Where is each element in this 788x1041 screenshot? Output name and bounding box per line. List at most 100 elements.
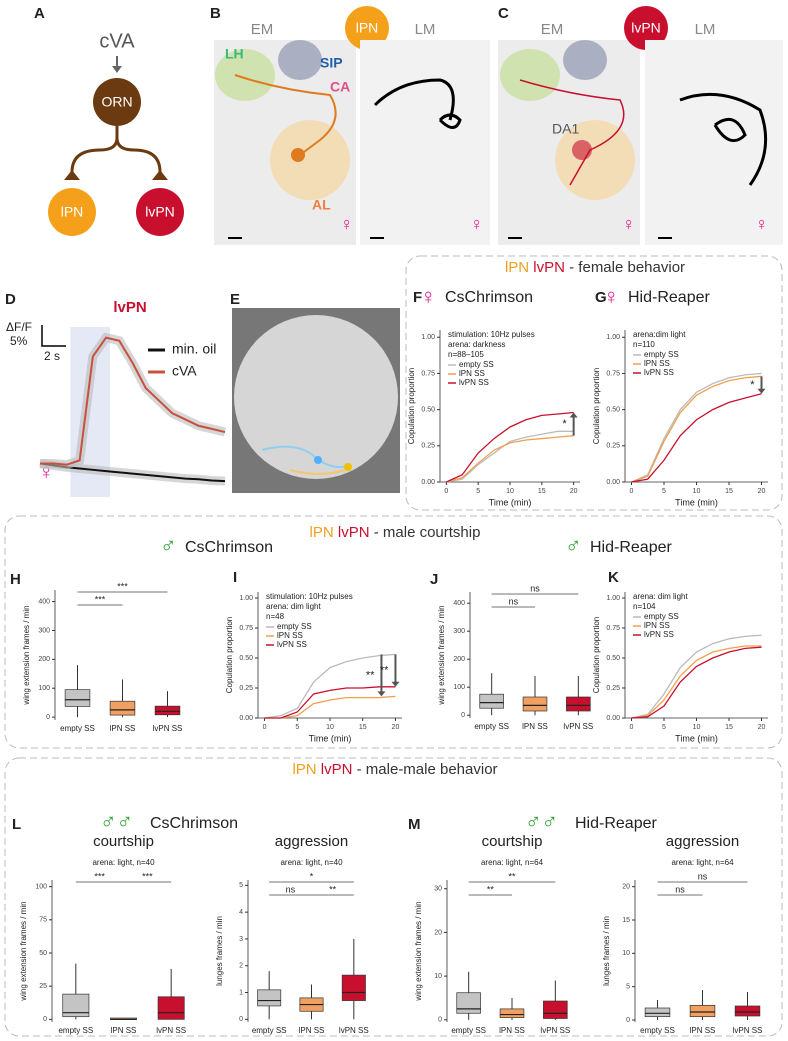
annotation: arena: dim light: [633, 592, 688, 601]
x-tick-label: lPN SS: [499, 1026, 525, 1035]
sig-label: **: [487, 884, 495, 894]
survival-curve: [631, 646, 762, 719]
x-axis-label: Time (min): [675, 733, 718, 743]
condition-label: Hid-Reaper: [590, 539, 672, 556]
legend-label: lvPN SS: [277, 640, 307, 649]
x-tick-label: 15: [359, 724, 367, 731]
survival-curve: [631, 634, 762, 719]
section-box: [405, 255, 783, 511]
sig-label: ***: [95, 594, 106, 604]
neuron: [519, 79, 625, 186]
condition-label: CsChrimson: [445, 289, 533, 306]
track: [289, 469, 346, 475]
sig-label: ns: [509, 596, 519, 606]
x-tick-label: 0: [444, 488, 448, 495]
x-tick-label: 5: [662, 724, 666, 731]
section-box: [4, 515, 783, 749]
panel-label: B: [210, 5, 221, 22]
y-tick-label: 0.50: [606, 655, 620, 662]
region-label: DA1: [552, 121, 579, 137]
section-title-part: - male courtship: [374, 524, 481, 541]
sig-arrowhead: [757, 388, 766, 394]
stimulus-label: cVA: [99, 30, 135, 52]
legend-label: min. oil: [172, 341, 216, 357]
sex-symbol: ♀: [622, 214, 636, 234]
x-tick-label: lPN SS: [111, 1026, 137, 1035]
al-region: [555, 120, 635, 200]
y-tick-label: 1: [239, 989, 243, 996]
y-tick-label: 25: [39, 983, 47, 990]
annotation: arena:dim light: [633, 330, 686, 339]
sex-symbol: ♂: [160, 533, 177, 558]
box: [522, 696, 548, 712]
y-tick-label: 0.25: [421, 443, 435, 450]
y-tick-label: 0.75: [239, 625, 253, 632]
chart-title: aggression: [275, 833, 348, 850]
legend-label: lvPN SS: [644, 368, 674, 377]
synapse: [152, 170, 168, 180]
branch: [70, 126, 162, 173]
condition-label: CsChrimson: [185, 539, 273, 556]
y-tick-label: 0.75: [606, 370, 620, 377]
sex-symbol: ♀: [603, 284, 620, 309]
x-tick-label: lvPN SS: [733, 1026, 763, 1035]
lvpn-label: lvPN: [145, 204, 175, 220]
y-axis-label: Copulation proportion: [225, 617, 234, 694]
region-label: SIP: [320, 55, 343, 71]
neuron: [234, 74, 337, 156]
legend-label: cVA: [172, 363, 197, 379]
sig-label: **: [508, 871, 516, 881]
x-tick-label: 15: [725, 488, 733, 495]
box: [734, 1005, 761, 1017]
sig-label: ns: [698, 871, 708, 881]
x-tick-label: lPN SS: [299, 1026, 325, 1035]
neuron-lm: [373, 78, 462, 129]
section-title-part: lPN: [310, 524, 334, 541]
sex-symbol: ♂: [565, 533, 582, 558]
chart-subtitle: arena: light, n=40: [92, 858, 155, 867]
y-tick-label: 3: [239, 936, 243, 943]
lm-image: [360, 40, 490, 245]
neuron-badge: [345, 6, 389, 50]
chart-title: lvPN: [113, 299, 146, 316]
em-label: EM: [541, 21, 564, 38]
x-tick-label: 10: [506, 488, 514, 495]
legend-label: empty SS: [459, 360, 494, 369]
y-tick-label: 0.00: [606, 479, 620, 486]
sex-symbol: ♀: [470, 214, 484, 234]
y-tick-label: 0.25: [606, 685, 620, 692]
y-tick-label: 0: [438, 1017, 442, 1024]
x-tick-label: empty SS: [252, 1026, 287, 1035]
panel-label: I: [233, 569, 237, 586]
panel-label: C: [498, 5, 509, 22]
sex-symbol: ♀: [420, 284, 437, 309]
section-title-part: lPN: [292, 761, 316, 778]
lpn-label: lPN: [61, 204, 84, 220]
x-tick-label: lvPN SS: [339, 1026, 369, 1035]
y-tick-label: 1.00: [421, 334, 435, 341]
annotation: stimulation: 10Hz pulses: [266, 592, 353, 601]
survival-curve: [446, 430, 574, 483]
survival-curve: [631, 393, 762, 483]
sig-label: *: [750, 379, 755, 391]
y-tick-label: 30: [434, 886, 442, 893]
section-title: lPN lvPN - male-male behavior: [292, 761, 497, 778]
box: [644, 1007, 671, 1018]
box: [543, 1000, 568, 1019]
sip-region: [278, 40, 322, 80]
y-axis-label: lunges frames / min: [602, 916, 611, 986]
survival-curve: [446, 411, 574, 483]
y-tick-label: 0: [626, 1017, 630, 1024]
x-axis-label: Time (min): [675, 497, 718, 507]
annotation: n=88–105: [448, 350, 484, 359]
section-title-part: lPN: [505, 259, 529, 276]
legend-label: lPN SS: [459, 369, 485, 378]
section-title-part: - male-male behavior: [357, 761, 498, 778]
box: [566, 696, 591, 712]
neuron-badge: [624, 6, 668, 50]
lm-image: [645, 40, 783, 245]
x-tick-label: 10: [693, 488, 701, 495]
box: [154, 705, 181, 716]
panel-label: M: [408, 816, 421, 833]
